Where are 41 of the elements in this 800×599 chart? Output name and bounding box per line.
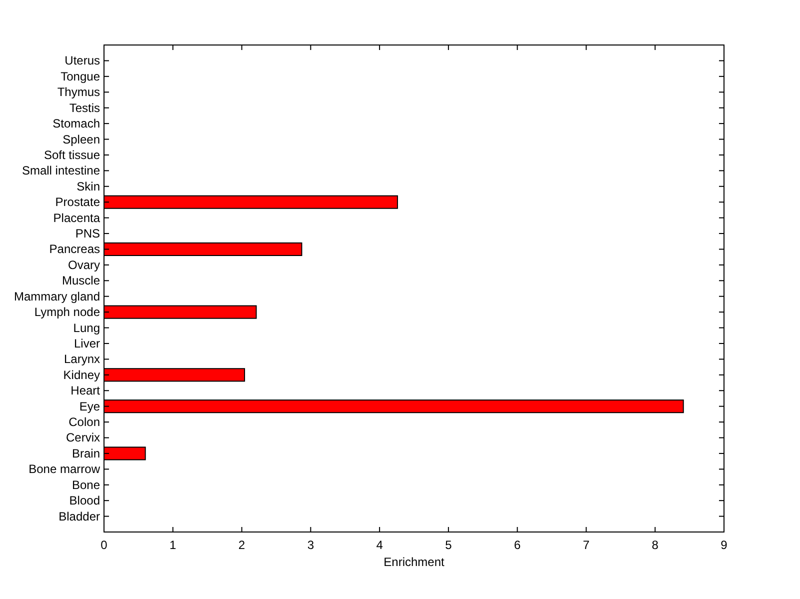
y-tick-label: Liver: [74, 336, 100, 350]
y-tick-label: Muscle: [62, 274, 100, 288]
x-tick-label: 5: [445, 538, 452, 552]
y-tick-label: Stomach: [52, 116, 100, 131]
x-tick-label: 4: [376, 538, 384, 552]
x-tick-label: 3: [307, 538, 314, 552]
y-tick-label: Bladder: [58, 509, 100, 524]
y-tick-label: PNS: [75, 226, 100, 241]
y-tick-label: Spleen: [62, 132, 100, 146]
y-tick-label: Cervix: [66, 430, 100, 445]
x-tick-label: 0: [100, 538, 108, 552]
y-tick-label: Pancreas: [49, 242, 100, 256]
y-tick-label: Blood: [69, 494, 100, 508]
x-tick-label: 7: [582, 538, 590, 552]
y-tick-label: Kidney: [63, 368, 100, 382]
y-tick-label: Tongue: [60, 69, 100, 84]
y-tick-label: Bone: [72, 478, 100, 492]
y-tick-label: Testis: [69, 100, 100, 115]
y-tick-label: Prostate: [55, 195, 100, 210]
y-tick-label: Heart: [70, 384, 101, 398]
y-tick-label: Placenta: [53, 210, 100, 225]
y-tick-label: Lung: [73, 320, 100, 335]
y-tick-label: Soft tissue: [44, 148, 100, 162]
y-tick-label: Thymus: [57, 85, 100, 100]
y-tick-label: Uterus: [64, 54, 100, 68]
y-tick-label: Lymph node: [34, 305, 100, 320]
x-tick-label: 9: [720, 538, 728, 552]
x-tick-label: 6: [514, 538, 521, 552]
x-tick-label: 8: [652, 538, 659, 552]
y-tick-label: Colon: [68, 415, 100, 430]
y-tick-label: Eye: [79, 399, 100, 414]
y-tick-label: Larynx: [64, 352, 100, 366]
x-tick-label: 1: [170, 538, 177, 552]
y-tick-label: Skin: [76, 179, 100, 194]
y-tick-label: Small intestine: [22, 164, 100, 178]
x-tick-label: 2: [238, 538, 246, 552]
y-tick-label: Ovary: [68, 258, 100, 272]
y-tick-label: Bone marrow: [28, 462, 100, 476]
x-axis-title: Enrichment: [384, 555, 446, 569]
y-tick-label: Brain: [72, 446, 100, 460]
y-tick-label: Mammary gland: [14, 289, 100, 304]
